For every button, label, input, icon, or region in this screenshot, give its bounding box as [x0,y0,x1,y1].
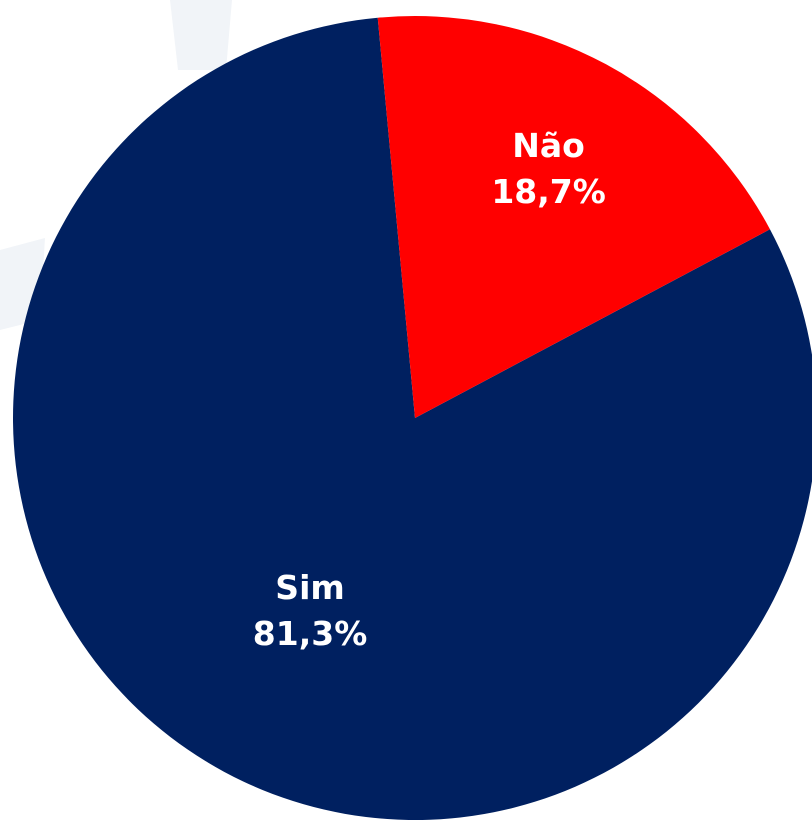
pie-slice-sim [13,17,812,820]
slice-category-label: Sim [275,568,344,607]
slice-value-label: 81,3% [253,614,368,653]
slice-category-label: Não [512,126,585,165]
pie-slice-nao [377,15,770,418]
slice-value-label: 18,7% [491,172,606,211]
watermark-shape-top [170,0,232,70]
